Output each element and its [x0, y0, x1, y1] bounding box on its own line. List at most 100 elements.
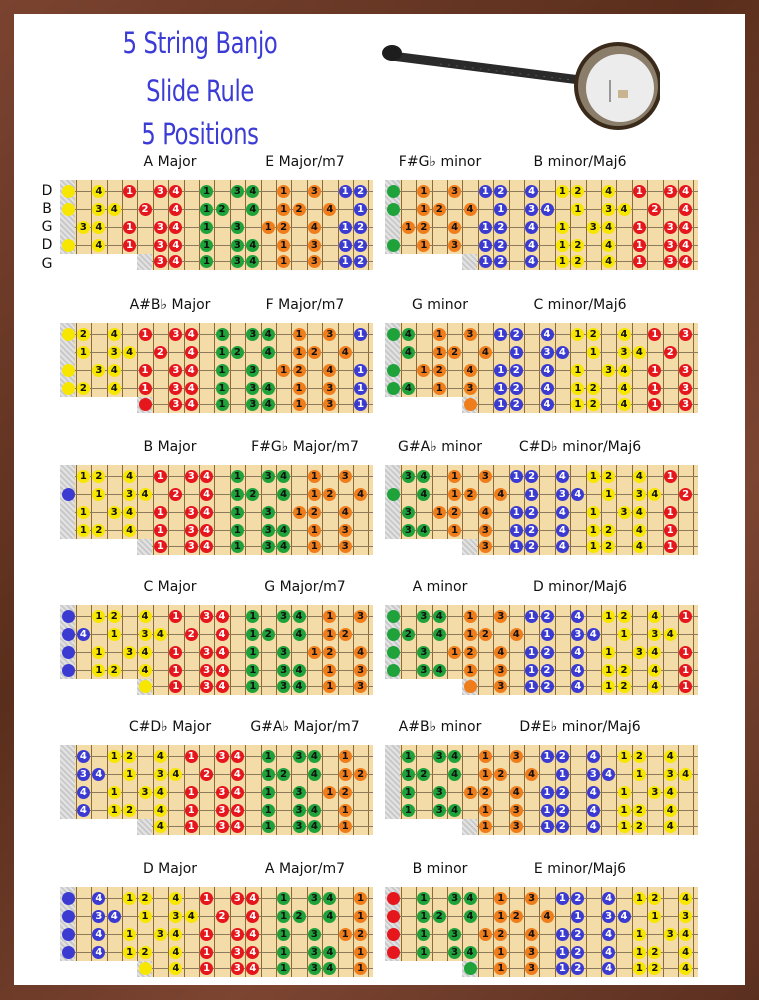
- fifth-string-nut: [137, 539, 153, 555]
- fret-wire: [508, 605, 510, 695]
- finger-dot: 4: [602, 891, 616, 905]
- finger-dot: 4: [463, 909, 477, 923]
- fret-wire: [168, 465, 170, 555]
- finger-dot: 2: [555, 819, 569, 833]
- finger-dot: 1: [246, 609, 260, 623]
- finger-dot: 2: [494, 927, 508, 941]
- fret-wire: [477, 887, 479, 977]
- finger-dot: 4: [432, 663, 446, 677]
- fret-wire: [245, 745, 247, 835]
- fret-wire: [462, 605, 464, 679]
- fret-wire: [291, 465, 293, 555]
- finger-dot: 4: [169, 254, 183, 268]
- finger-dot: 2: [448, 345, 462, 359]
- finger-dot: 1: [323, 679, 337, 693]
- fret-wire: [106, 887, 108, 961]
- finger-dot: 1: [617, 785, 631, 799]
- finger-dot: 2: [354, 184, 368, 198]
- finger-dot: 2: [648, 891, 662, 905]
- fret-wire: [322, 745, 324, 835]
- finger-dot: 2: [571, 891, 585, 905]
- finger-dot: 1: [494, 909, 508, 923]
- finger-dot: 2: [338, 785, 352, 799]
- finger-dot: 1: [494, 961, 508, 975]
- finger-dot: 1: [184, 803, 198, 817]
- fret-wire: [477, 465, 479, 555]
- finger-dot: 4: [555, 469, 569, 483]
- string-line: [400, 245, 698, 246]
- finger-dot: 4: [679, 891, 693, 905]
- fret-wire: [554, 887, 556, 977]
- fret-wire: [693, 887, 695, 977]
- finger-dot: 1: [230, 523, 244, 537]
- finger-dot: 3: [169, 397, 183, 411]
- fret-wire: [647, 605, 649, 695]
- fret-wire: [245, 605, 247, 695]
- finger-dot: 2: [246, 487, 260, 501]
- chord-label: B Major: [143, 439, 197, 455]
- finger-dot: 2: [586, 397, 600, 411]
- finger-dot: 3: [602, 363, 616, 377]
- fret-wire: [539, 887, 541, 977]
- nut: [385, 605, 400, 679]
- finger-dot: 1: [107, 785, 121, 799]
- finger-dot: 4: [663, 819, 677, 833]
- fret-wire: [416, 605, 418, 679]
- finger-dot: 4: [138, 663, 152, 677]
- finger-dot: 3: [138, 785, 152, 799]
- fret-wire: [352, 605, 354, 695]
- finger-dot: 3: [153, 184, 167, 198]
- finger-dot: 4: [230, 819, 244, 833]
- finger-dot: 4: [648, 663, 662, 677]
- fret-wire: [322, 323, 324, 413]
- finger-dot: 1: [617, 749, 631, 763]
- finger-dot: 2: [292, 909, 306, 923]
- finger-dot: 1: [277, 909, 291, 923]
- fret-wire: [631, 605, 633, 695]
- finger-dot: 4: [123, 345, 137, 359]
- finger-dot: 4: [679, 184, 693, 198]
- open-dot: [61, 184, 75, 198]
- string-line: [400, 512, 698, 513]
- finger-dot: 1: [401, 803, 415, 817]
- fret-wire: [214, 887, 216, 977]
- finger-dot: 4: [555, 523, 569, 537]
- finger-dot: 1: [338, 927, 352, 941]
- finger-dot: 2: [540, 645, 554, 659]
- finger-dot: 1: [494, 397, 508, 411]
- finger-dot: 1: [417, 363, 431, 377]
- open-dot: [386, 891, 400, 905]
- open-dot: [138, 961, 152, 975]
- finger-dot: 4: [138, 487, 152, 501]
- fret-wire: [677, 180, 679, 270]
- finger-dot: 1: [632, 220, 646, 234]
- finger-dot: 3: [463, 381, 477, 395]
- finger-dot: 2: [525, 469, 539, 483]
- finger-dot: 3: [169, 363, 183, 377]
- finger-dot: 4: [292, 663, 306, 677]
- finger-dot: 2: [540, 663, 554, 677]
- finger-dot: 1: [76, 345, 90, 359]
- finger-dot: 2: [200, 767, 214, 781]
- finger-dot: 3: [200, 663, 214, 677]
- finger-dot: 4: [153, 749, 167, 763]
- finger-dot: 4: [76, 627, 90, 641]
- finger-dot: 4: [602, 945, 616, 959]
- string-line: [75, 898, 373, 899]
- fret-wire: [106, 465, 108, 539]
- finger-dot: 1: [586, 345, 600, 359]
- finger-dot: 3: [307, 891, 321, 905]
- fret-wire: [229, 323, 231, 413]
- finger-dot: 2: [292, 202, 306, 216]
- finger-dot: 3: [432, 785, 446, 799]
- finger-dot: 3: [215, 803, 229, 817]
- finger-dot: 4: [107, 381, 121, 395]
- finger-dot: 1: [571, 363, 585, 377]
- fret-wire: [245, 887, 247, 977]
- finger-dot: 1: [200, 961, 214, 975]
- finger-dot: 1: [354, 397, 368, 411]
- finger-dot: 4: [432, 609, 446, 623]
- finger-dot: 2: [632, 803, 646, 817]
- string-line: [477, 686, 698, 687]
